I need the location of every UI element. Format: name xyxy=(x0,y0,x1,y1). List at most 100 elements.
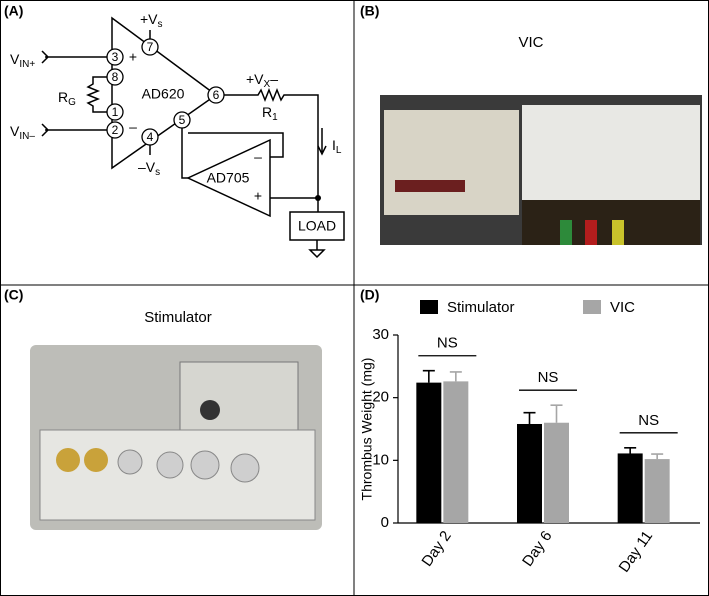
circuit-label: +Vs xyxy=(140,11,163,30)
panel-label: (C) xyxy=(4,287,23,303)
sign: – xyxy=(129,119,137,135)
circuit-label: IL xyxy=(332,137,342,156)
error-bar xyxy=(624,447,637,454)
y-tick-label: 0 xyxy=(381,514,389,531)
circuit-label: +VX– xyxy=(246,71,278,90)
photo-vic xyxy=(380,95,702,245)
rg-resistor xyxy=(85,76,107,113)
sign: + xyxy=(254,188,262,204)
circuit-label: RG xyxy=(58,89,76,108)
amp-triangle xyxy=(111,16,218,170)
sign: – xyxy=(254,149,262,165)
load-label: LOAD xyxy=(298,218,336,234)
label-main: I xyxy=(332,137,336,153)
knob xyxy=(200,400,220,420)
panel-label: (A) xyxy=(4,3,23,19)
error-bar xyxy=(550,404,563,423)
label-sub: IN+ xyxy=(19,59,35,70)
display xyxy=(395,180,465,192)
bar xyxy=(644,459,670,523)
annotation: NS xyxy=(538,369,559,386)
panel-label: (D) xyxy=(360,287,379,303)
label-sub: 1 xyxy=(272,112,278,123)
y-tick-label: 30 xyxy=(372,326,389,343)
label-main: +V xyxy=(140,11,158,27)
legend-label: VIC xyxy=(610,299,635,316)
x-tick-label: Day 6 xyxy=(519,528,555,570)
pin xyxy=(106,121,124,139)
legend-label: Stimulator xyxy=(447,299,515,316)
sign: + xyxy=(129,49,137,65)
error-bar xyxy=(523,411,536,424)
label-sub: s xyxy=(158,19,163,30)
label-main: +V xyxy=(246,71,264,87)
legend-swatch xyxy=(420,300,438,314)
amp-label: AD620 xyxy=(142,86,185,102)
pin-label: 8 xyxy=(112,70,119,84)
annotation: NS xyxy=(638,412,659,429)
legend-swatch xyxy=(583,300,601,314)
label-sub: X xyxy=(264,79,271,90)
circuit-label: –Vs xyxy=(138,159,160,178)
amp-label: AD705 xyxy=(207,170,250,186)
error-bar xyxy=(422,369,435,383)
input-wire xyxy=(41,50,107,137)
plug xyxy=(585,220,597,245)
label-sub: s xyxy=(155,167,160,178)
pin-label: 3 xyxy=(112,50,119,64)
error-bar xyxy=(651,453,664,460)
bar xyxy=(443,381,469,523)
knob xyxy=(230,453,260,483)
circuit-label: VIN+ xyxy=(10,51,35,70)
pin-label: 1 xyxy=(112,105,119,119)
circuit-label: VIN– xyxy=(10,123,35,142)
label-tail: – xyxy=(270,71,278,87)
pin-label: 5 xyxy=(179,113,186,127)
bar xyxy=(416,382,442,523)
knob xyxy=(190,450,220,480)
y-tick-label: 20 xyxy=(372,389,389,406)
table xyxy=(522,200,700,245)
y-axis-label: Thrombus Weight (mg) xyxy=(359,358,375,501)
label-main: –V xyxy=(138,159,156,175)
pin xyxy=(141,38,159,56)
current-unit xyxy=(179,361,299,433)
pin xyxy=(106,48,124,66)
bar xyxy=(544,422,569,523)
label-main: R xyxy=(58,89,68,105)
output-wire xyxy=(224,87,319,198)
current-arrow xyxy=(317,128,327,156)
plug xyxy=(612,220,624,245)
photo-stimulator xyxy=(30,345,322,530)
knob xyxy=(117,449,143,475)
label-main: R xyxy=(262,104,272,120)
error-bar xyxy=(449,371,462,382)
ground xyxy=(308,240,326,259)
feedback-wire xyxy=(181,128,319,212)
bar xyxy=(617,453,643,523)
pin xyxy=(173,111,191,129)
panel-title: VIC xyxy=(518,34,543,51)
label-sub: L xyxy=(336,145,342,156)
pin-label: 4 xyxy=(147,130,154,144)
pin-label: 7 xyxy=(147,40,154,54)
power-supply xyxy=(384,110,519,215)
amp-triangle xyxy=(186,138,271,218)
knob xyxy=(56,448,80,472)
circuit-label: R1 xyxy=(262,104,278,123)
annotation: NS xyxy=(437,335,458,352)
y-tick-label: 10 xyxy=(372,451,389,468)
bar xyxy=(517,423,542,523)
label-main: V xyxy=(10,51,20,67)
label-sub: IN– xyxy=(19,131,35,142)
x-tick-label: Day 11 xyxy=(616,528,657,576)
circuit: LOAD AD620 AD705 + – – + xyxy=(41,16,345,259)
pin xyxy=(106,103,124,121)
x-tick-label: Day 2 xyxy=(418,528,454,570)
breadboard xyxy=(522,105,700,200)
plug xyxy=(560,220,572,245)
panel-title: Stimulator xyxy=(144,309,212,326)
label-sub: G xyxy=(68,97,76,108)
pin-label: 6 xyxy=(213,88,220,102)
